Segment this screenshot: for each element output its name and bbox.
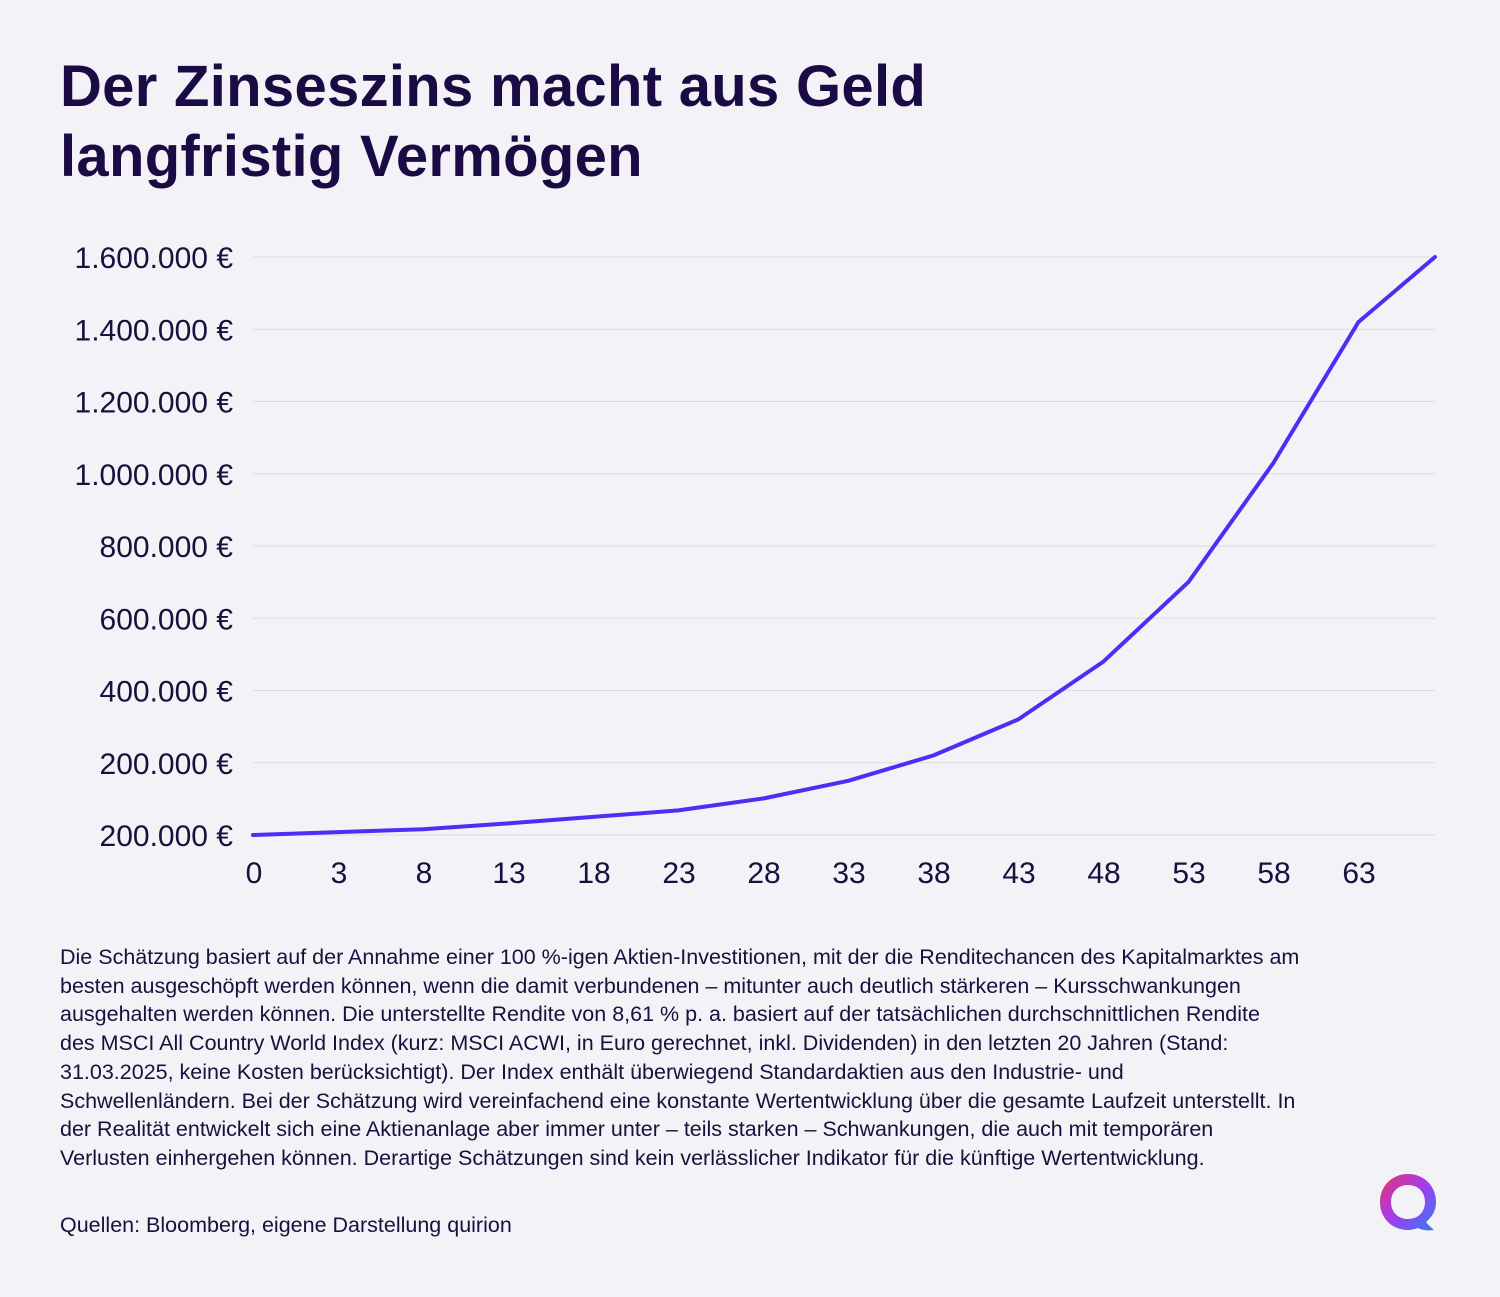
x-tick-label: 3 <box>331 857 348 890</box>
x-tick-label: 13 <box>492 857 525 890</box>
y-tick-label: 1.000.000 € <box>75 459 234 492</box>
y-tick-label: 200.000 € <box>100 748 234 781</box>
y-tick-label: 1.200.000 € <box>75 387 234 420</box>
y-tick-label: 1.600.000 € <box>75 242 234 275</box>
y-tick-label: 200.000 € <box>100 820 234 853</box>
page-title: Der Zinseszins macht aus Geld langfristi… <box>60 52 1160 192</box>
x-tick-label: 0 <box>246 857 263 890</box>
y-tick-label: 400.000 € <box>100 676 234 709</box>
x-tick-label: 8 <box>416 857 433 890</box>
x-tick-label: 33 <box>832 857 865 890</box>
x-axis-ticks: 0 3 8 13 18 23 28 33 38 43 48 53 58 63 <box>246 857 1376 890</box>
x-tick-label: 58 <box>1257 857 1290 890</box>
source-text: Quellen: Bloomberg, eigene Darstellung q… <box>60 1213 512 1237</box>
y-tick-label: 800.000 € <box>100 531 234 564</box>
x-tick-label: 28 <box>747 857 780 890</box>
x-tick-label: 48 <box>1087 857 1120 890</box>
x-tick-label: 38 <box>917 857 950 890</box>
y-tick-label: 1.400.000 € <box>75 314 234 347</box>
title-line-2: langfristig Vermögen <box>60 124 643 189</box>
y-tick-label: 600.000 € <box>100 603 234 636</box>
title-line-1: Der Zinseszins macht aus Geld <box>60 54 927 119</box>
x-tick-label: 63 <box>1342 857 1375 890</box>
compound-interest-chart: 200.000 € 200.000 € 400.000 € 600.000 € 800.… <box>75 242 1437 890</box>
x-tick-label: 23 <box>662 857 695 890</box>
footnote-text: Die Schätzung basiert auf der Annahme ei… <box>60 945 1300 1170</box>
x-tick-label: 43 <box>1002 857 1035 890</box>
chart-grid <box>253 256 1435 836</box>
y-axis-ticks: 200.000 € 200.000 € 400.000 € 600.000 € 800.… <box>75 242 234 853</box>
quirion-ring-logo-icon <box>1380 1174 1436 1231</box>
x-tick-label: 18 <box>577 857 610 890</box>
x-tick-label: 53 <box>1172 857 1205 890</box>
series-line <box>251 255 1437 837</box>
